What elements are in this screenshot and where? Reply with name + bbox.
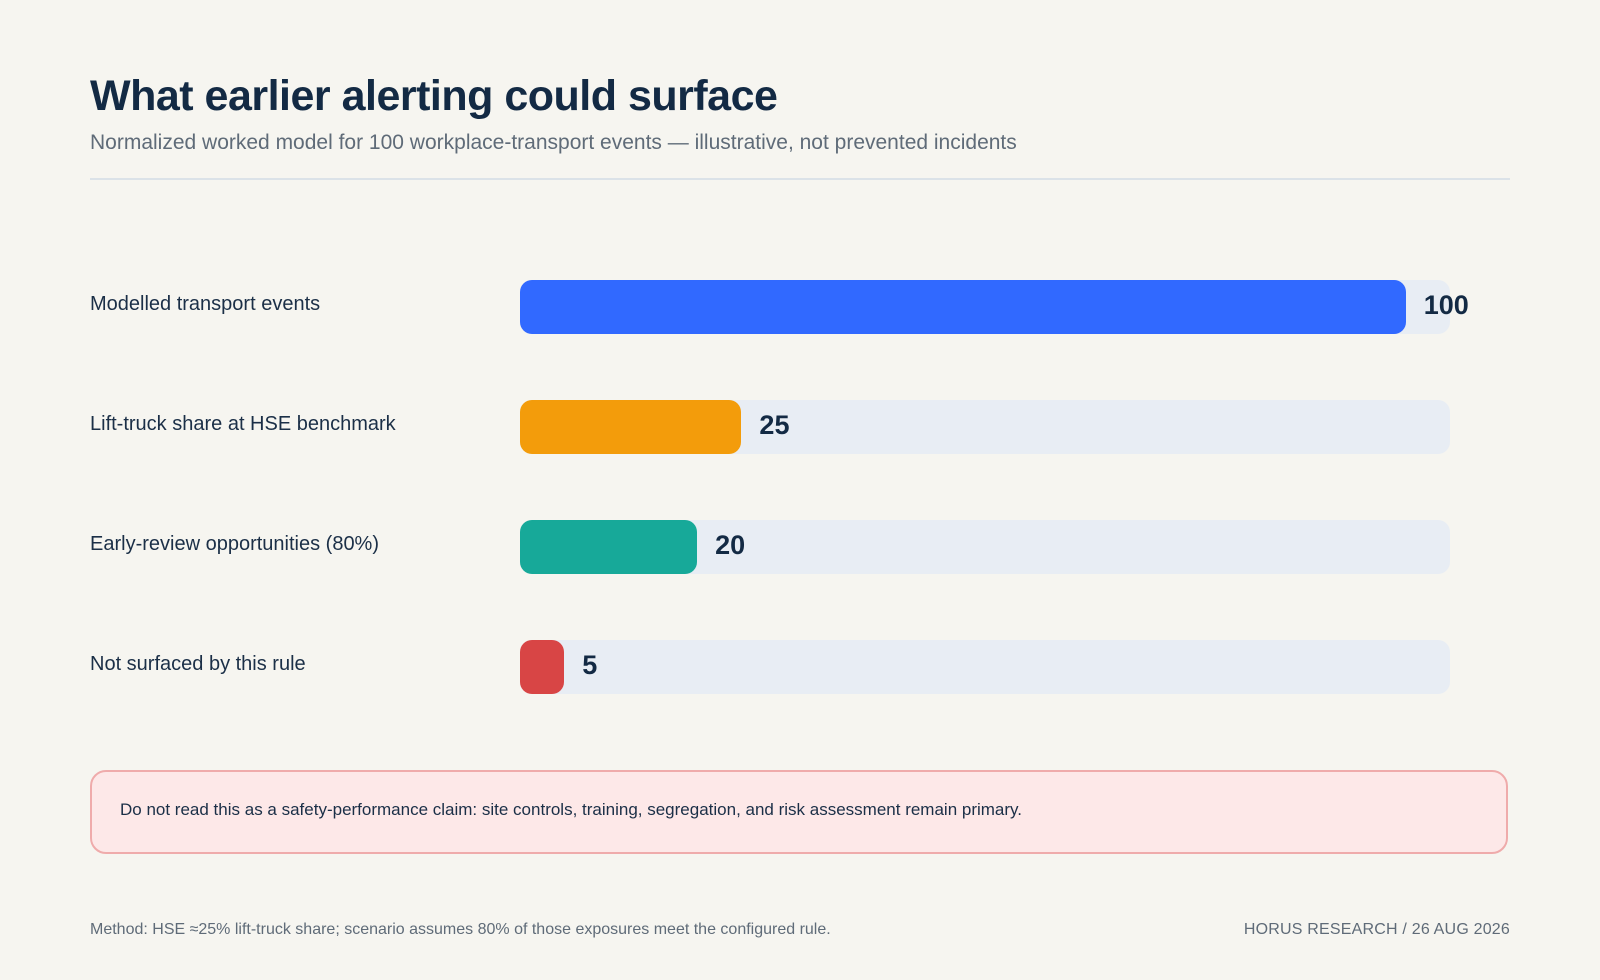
data-label: 100 <box>1423 290 1469 320</box>
bar-chart: Modelled transport events 100 Lift-truck s… <box>90 280 1510 720</box>
bar-row: Lift-truck share at HSE benchmark 25 <box>90 400 1510 454</box>
data-label: 5 <box>582 650 598 680</box>
bar-track: 20 <box>520 520 1450 574</box>
data-label: 20 <box>715 530 746 560</box>
bar <box>520 640 565 694</box>
category-label: Not surfaced by this rule <box>90 653 306 675</box>
bar-row: Early-review opportunities (80%) 20 <box>90 520 1510 574</box>
warning-callout: Do not read this as a safety-performance… <box>90 770 1508 854</box>
bar <box>520 400 742 454</box>
category-label: Lift-truck share at HSE benchmark <box>90 413 396 435</box>
page-title: What earlier alerting could surface <box>90 72 778 120</box>
data-label: 25 <box>759 410 790 440</box>
callout-text: Do not read this as a safety-performance… <box>120 800 1023 819</box>
bar-track: 100 <box>520 280 1469 334</box>
category-label: Modelled transport events <box>90 293 321 315</box>
bar <box>520 520 698 574</box>
header-divider <box>90 178 1510 180</box>
source-credit: HORUS RESEARCH / 26 AUG 2026 <box>1243 921 1510 938</box>
bar-row: Not surfaced by this rule 5 <box>90 640 1510 694</box>
method-note: Method: HSE ≈25% lift-truck share; scena… <box>90 921 831 938</box>
bar <box>520 280 1406 334</box>
page-subtitle: Normalized worked model for 100 workplac… <box>90 131 1017 154</box>
category-label: Early-review opportunities (80%) <box>90 533 380 555</box>
bar-track: 5 <box>520 640 1450 694</box>
report-page: What earlier alerting could surface Norm… <box>90 0 1510 980</box>
bar-row: Modelled transport events 100 <box>90 280 1510 334</box>
bar-track: 25 <box>520 400 1450 454</box>
